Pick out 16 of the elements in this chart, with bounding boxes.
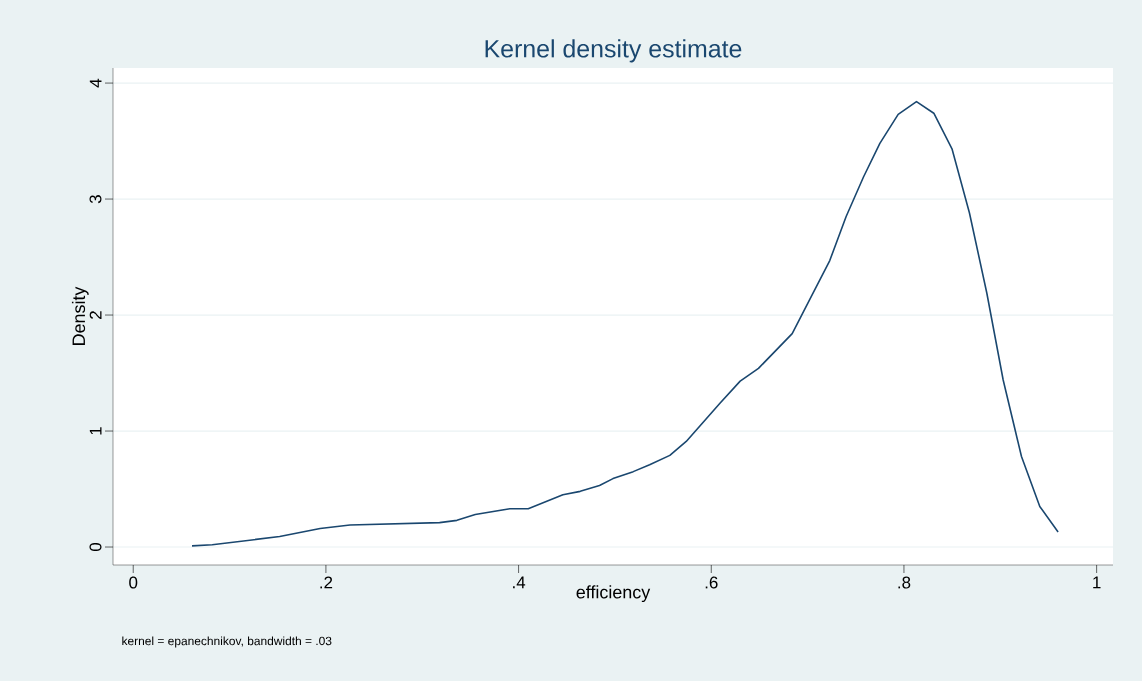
x-tick-label: .4 bbox=[513, 576, 526, 589]
x-tick-label: .8 bbox=[898, 576, 911, 589]
x-tick-label: 0 bbox=[129, 576, 138, 589]
chart-title: Kernel density estimate bbox=[485, 39, 742, 63]
y-tick-label: 1 bbox=[89, 427, 102, 435]
y-tick-label: 2 bbox=[89, 311, 102, 319]
y-axis-title: Density bbox=[71, 286, 89, 345]
x-tick-label: 1 bbox=[1093, 576, 1101, 589]
y-tick-label: 0 bbox=[89, 542, 102, 552]
x-tick-label: .2 bbox=[320, 576, 333, 589]
x-tick-label: .6 bbox=[705, 576, 718, 589]
y-tick-label: 4 bbox=[89, 78, 102, 88]
line-series bbox=[191, 100, 1059, 547]
x-axis-title: efficiency bbox=[576, 585, 651, 603]
y-tick-label: 3 bbox=[89, 195, 102, 204]
text: kernel = epanechnikov, bandwidth = .03 bbox=[122, 636, 332, 648]
